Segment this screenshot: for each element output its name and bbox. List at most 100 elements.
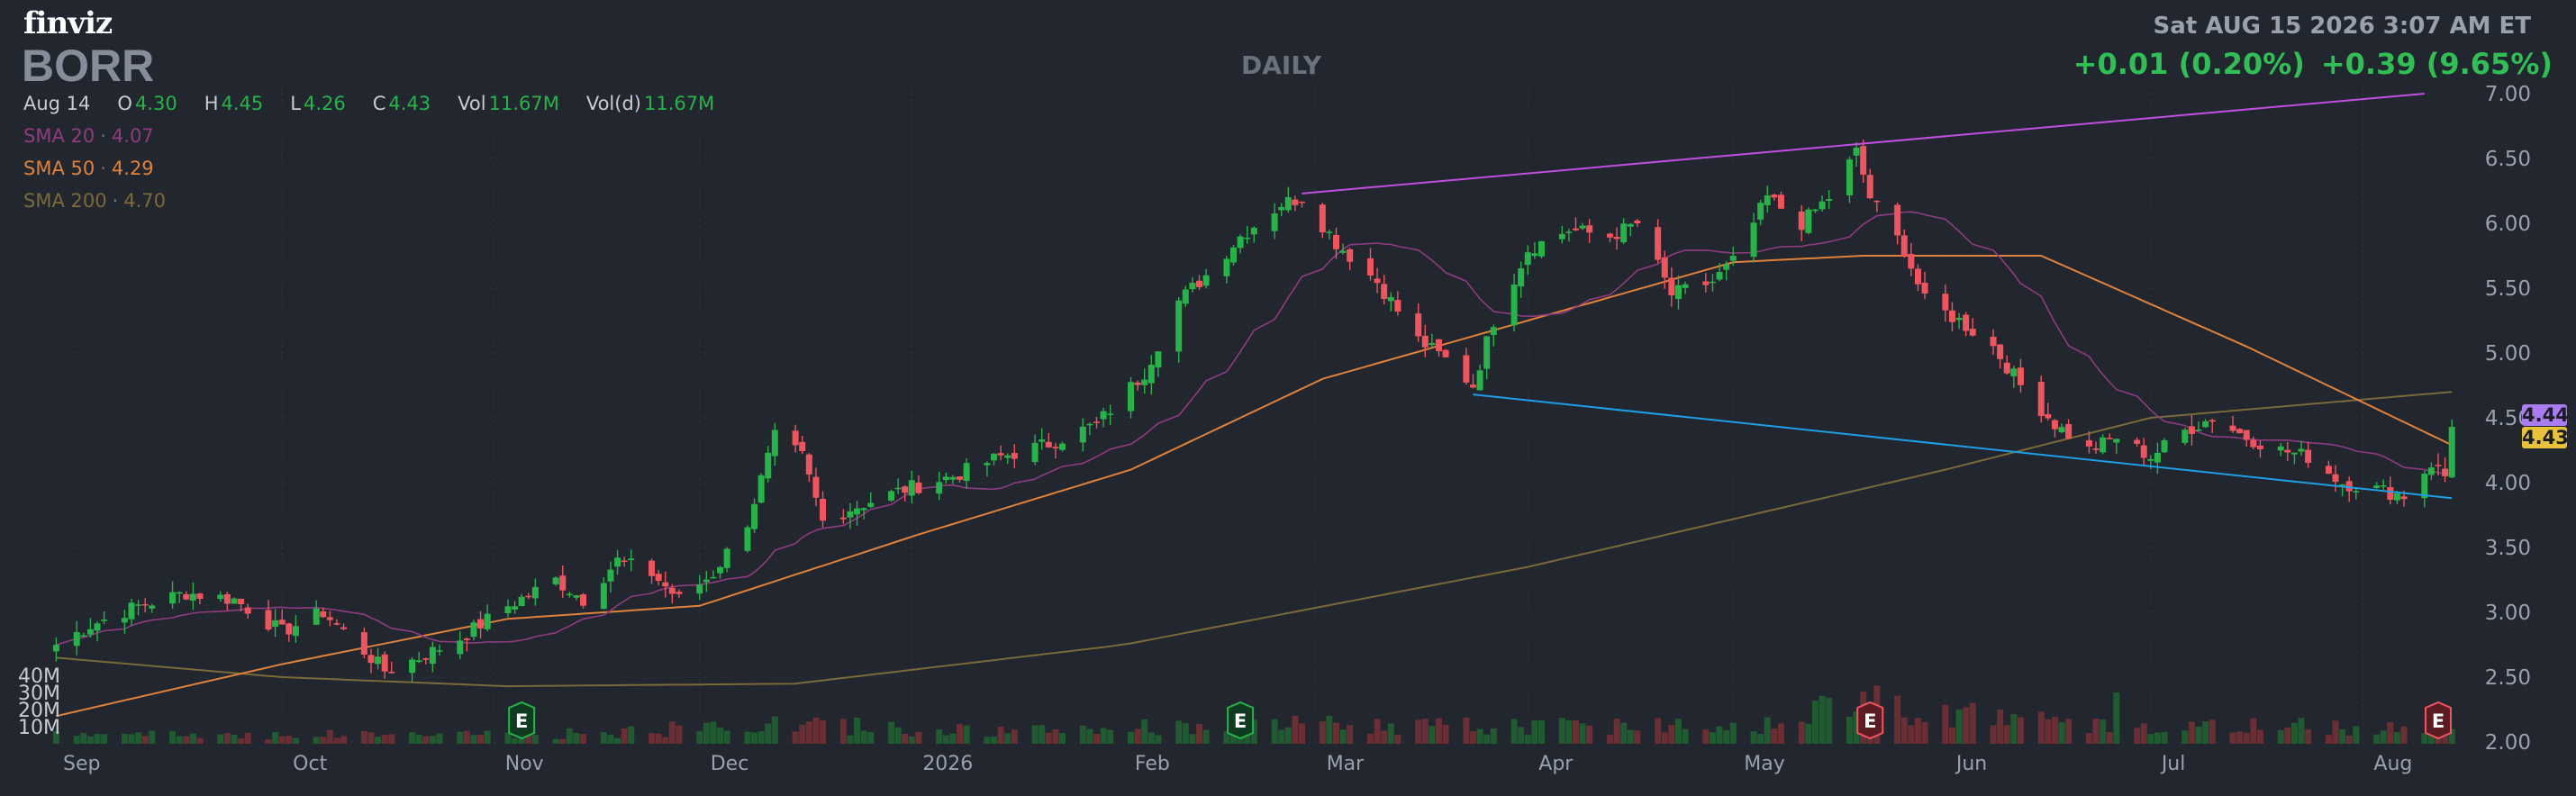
earnings-marker[interactable]: E bbox=[2425, 701, 2453, 740]
volume-bar bbox=[1189, 734, 1196, 744]
volume-bar bbox=[710, 721, 717, 744]
candle-body bbox=[86, 629, 94, 635]
trendline-lower[interactable] bbox=[1473, 393, 2453, 500]
earnings-marker[interactable]: E bbox=[1856, 701, 1884, 740]
candle-body bbox=[313, 608, 320, 625]
volume-bar bbox=[662, 737, 669, 744]
candle-body bbox=[566, 593, 573, 596]
candle-body bbox=[1572, 228, 1579, 231]
volume-bar bbox=[2325, 735, 2332, 744]
candle-body bbox=[2448, 427, 2455, 478]
candle-body bbox=[888, 491, 895, 501]
candle-body bbox=[984, 463, 991, 466]
candle-body bbox=[628, 558, 635, 561]
earnings-label: E bbox=[1864, 710, 1876, 732]
volume-bar bbox=[1052, 728, 1059, 744]
finviz-logo[interactable]: finviz bbox=[23, 5, 113, 41]
sma50-legend[interactable]: SMA 50 · 4.29 bbox=[23, 158, 154, 179]
candle-body bbox=[244, 607, 251, 614]
candle-body bbox=[1463, 355, 1470, 383]
volume-bar bbox=[477, 735, 485, 744]
candle-body bbox=[320, 611, 327, 618]
candle-body bbox=[957, 476, 964, 480]
candle-body bbox=[1004, 455, 1011, 458]
candle-body bbox=[1969, 329, 1976, 336]
volume-bar bbox=[367, 732, 375, 744]
volume-bar bbox=[1729, 722, 1737, 744]
candle-body bbox=[1963, 314, 1970, 331]
volume-dollar-value: 11.67M bbox=[643, 93, 715, 114]
x-tick-label: Dec bbox=[711, 753, 749, 775]
volume-bar bbox=[470, 735, 477, 744]
x-tick-label: Oct bbox=[293, 753, 327, 775]
volume-bar bbox=[2058, 722, 2065, 744]
volume-bar bbox=[1347, 725, 1354, 744]
earnings-badge bbox=[2425, 701, 2453, 740]
volume-bar bbox=[1182, 723, 1189, 744]
candle-body bbox=[2250, 439, 2257, 448]
volume-bar bbox=[1483, 734, 1491, 744]
volume-bar bbox=[607, 735, 614, 744]
volume-bar bbox=[580, 734, 587, 744]
candle-body bbox=[1469, 384, 1476, 388]
candle-body bbox=[2113, 439, 2120, 443]
candle-body bbox=[820, 499, 827, 521]
candle-body bbox=[805, 454, 812, 475]
candle-body bbox=[2003, 362, 2010, 374]
trendlines[interactable] bbox=[1302, 93, 2453, 500]
y-tick-label: 3.50 bbox=[2485, 537, 2531, 560]
volume-bar bbox=[792, 731, 799, 744]
volume-bar bbox=[1586, 725, 1593, 744]
earnings-marker[interactable]: E bbox=[508, 701, 536, 740]
volume-bar bbox=[1250, 719, 1257, 744]
volume-bar bbox=[128, 734, 135, 744]
volume-tick-label: 10M bbox=[18, 717, 60, 739]
sma20-legend[interactable]: SMA 20 · 4.07 bbox=[23, 125, 154, 147]
volume-bar bbox=[169, 731, 177, 744]
volume-bar bbox=[422, 736, 430, 744]
candle-body bbox=[812, 476, 820, 498]
candle-body bbox=[1757, 203, 1764, 220]
candle-body bbox=[223, 593, 231, 604]
candle-body bbox=[1524, 252, 1531, 266]
volume-bar bbox=[415, 734, 422, 744]
candle-body bbox=[2045, 413, 2052, 419]
volume-bar bbox=[504, 732, 512, 744]
candle-body bbox=[1565, 231, 1573, 233]
volume-bar bbox=[1811, 701, 1819, 744]
volume-tick-label: 40M bbox=[18, 665, 60, 688]
volume-bar bbox=[135, 732, 142, 744]
volume-bar bbox=[1537, 719, 1545, 744]
candle-body bbox=[2188, 426, 2195, 434]
volume-bar bbox=[799, 724, 806, 744]
volume-bar bbox=[286, 736, 293, 744]
close-price-badge: 4.43 bbox=[2522, 427, 2569, 449]
candle-body bbox=[1086, 423, 1093, 426]
volume-bar bbox=[1524, 734, 1531, 744]
candle-body bbox=[217, 594, 224, 600]
candle-body bbox=[860, 508, 867, 511]
volume-bar bbox=[1339, 729, 1347, 744]
candle-body bbox=[662, 582, 669, 587]
volume-bar bbox=[1963, 707, 1970, 744]
candle-body bbox=[1284, 196, 1292, 211]
candle-body bbox=[1873, 200, 1881, 203]
volume-bar bbox=[1819, 695, 1826, 744]
volume-bar bbox=[313, 737, 320, 744]
candle-body bbox=[1655, 227, 1662, 260]
volume-bar bbox=[1750, 731, 1757, 744]
volume-label: Vol bbox=[458, 93, 486, 114]
trendline-upper[interactable] bbox=[1302, 93, 2425, 194]
candle-body bbox=[649, 560, 656, 576]
volume-bar bbox=[2332, 720, 2339, 744]
sma200-legend[interactable]: SMA 200 · 4.70 bbox=[23, 190, 167, 212]
candle-body bbox=[1182, 289, 1189, 304]
volume-bar bbox=[1627, 729, 1634, 744]
ohlc-row: Aug 14 O 4.30 H 4.45 L 4.26 C 4.43 Vol 11.67M Vol(d… bbox=[23, 93, 741, 114]
volume-bar bbox=[902, 733, 909, 744]
candle-body bbox=[1175, 300, 1183, 352]
earnings-marker[interactable]: E bbox=[1227, 701, 1255, 740]
candle-body bbox=[141, 604, 149, 606]
